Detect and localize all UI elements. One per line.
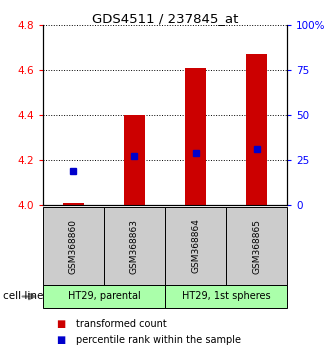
Text: HT29, parental: HT29, parental [68,291,140,302]
Text: ■: ■ [56,319,65,329]
Bar [63,203,84,205]
Text: GSM368860: GSM368860 [69,218,78,274]
Bar [124,115,145,205]
Bar [246,54,267,205]
Text: ■: ■ [56,335,65,345]
Bar [185,68,206,205]
Text: cell line: cell line [3,291,44,302]
Text: transformed count: transformed count [76,319,167,329]
Text: GDS4511 / 237845_at: GDS4511 / 237845_at [92,12,238,25]
Text: GSM368864: GSM368864 [191,218,200,274]
Text: GSM368863: GSM368863 [130,218,139,274]
Text: HT29, 1st spheres: HT29, 1st spheres [182,291,270,302]
Text: GSM368865: GSM368865 [252,218,261,274]
Text: percentile rank within the sample: percentile rank within the sample [76,335,241,345]
